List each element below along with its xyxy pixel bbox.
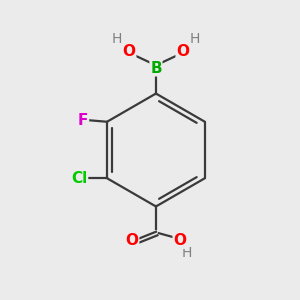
Text: H: H <box>189 32 200 46</box>
Text: H: H <box>182 245 192 260</box>
Text: O: O <box>173 233 186 248</box>
Text: O: O <box>126 233 139 248</box>
Text: B: B <box>150 61 162 76</box>
Text: O: O <box>176 44 189 59</box>
Text: F: F <box>78 113 88 128</box>
Text: O: O <box>123 44 136 59</box>
Text: Cl: Cl <box>71 171 88 186</box>
Text: H: H <box>112 32 122 46</box>
